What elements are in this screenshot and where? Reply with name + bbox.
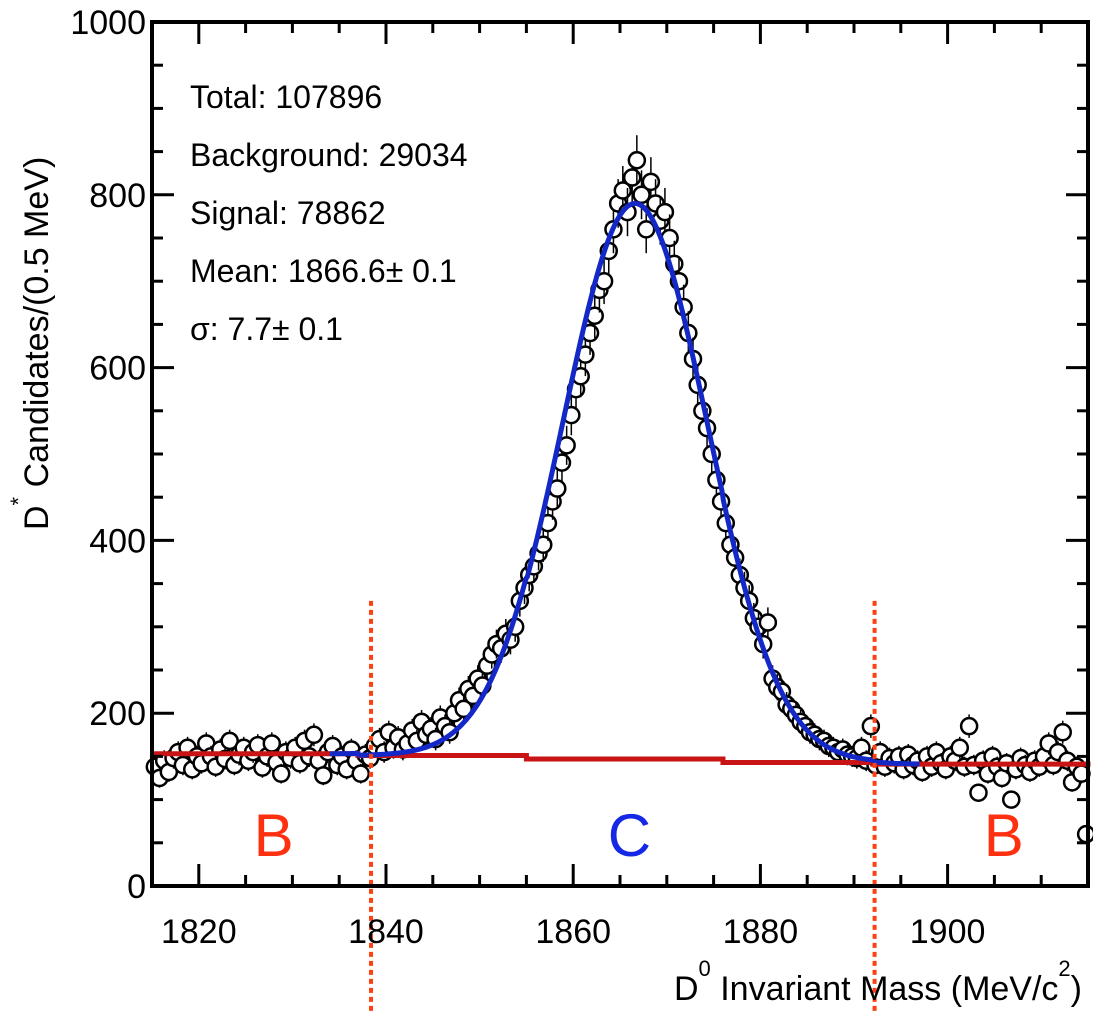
- region-label: B: [254, 802, 294, 869]
- y-axis-title-rest: Candidates/(0.5 MeV): [18, 157, 56, 497]
- x-axis-title: D0 Invariant Mass (MeV/c2): [674, 956, 1082, 1008]
- region-label: C: [608, 802, 651, 869]
- stat-total: Total: 107896: [190, 79, 382, 115]
- stat-background: Background: 29034: [190, 137, 468, 173]
- x-tick-label: 1900: [910, 913, 986, 951]
- x-axis-title-end: ): [1071, 970, 1082, 1008]
- data-point: [950, 738, 970, 758]
- stats-box: Total: 107896 Background: 29034 Signal: …: [190, 79, 468, 347]
- data-point: [304, 725, 324, 745]
- x-tick-label: 1840: [348, 913, 424, 951]
- data-point: [351, 764, 370, 783]
- data-point: [641, 172, 661, 192]
- y-tick-label: 800: [89, 177, 146, 215]
- data-point: [314, 766, 333, 785]
- data-point: [758, 613, 778, 632]
- data-point: [622, 168, 642, 187]
- y-axis-title-main: D: [18, 505, 56, 530]
- data-point: [627, 150, 647, 170]
- data-points-layer: [145, 135, 1093, 844]
- x-axis-title-main: D: [674, 970, 699, 1008]
- stat-signal: Signal: 78862: [190, 195, 386, 231]
- y-axis-title: D* Candidates/(0.5 MeV): [6, 157, 56, 530]
- x-axis-title-rest: Invariant Mass (MeV/c: [711, 970, 1059, 1008]
- y-tick-label: 400: [89, 522, 146, 560]
- data-point: [271, 764, 291, 783]
- data-point: [959, 716, 979, 736]
- stat-mean: Mean: 1866.6± 0.1: [190, 253, 457, 289]
- data-point: [655, 202, 675, 222]
- signal-fit-curve: [329, 200, 920, 767]
- data-point: [1053, 722, 1072, 742]
- data-point: [636, 220, 656, 239]
- x-tick-label: 1820: [161, 913, 237, 951]
- stat-sigma: σ: 7.7± 0.1: [190, 311, 343, 347]
- x-axis-title-sup2: 2: [1058, 956, 1070, 981]
- y-tick-label: 600: [89, 350, 146, 388]
- data-point: [1001, 790, 1021, 809]
- y-tick-label: 1000: [70, 4, 146, 42]
- y-axis-title-sup: *: [6, 496, 31, 505]
- axis-ticks-layer: 1820 1840 1860 1880 1900 0 200 400 600 800 1000: [70, 4, 1090, 951]
- data-point: [1076, 824, 1093, 844]
- data-point: [632, 185, 651, 205]
- x-axis-title-sup: 0: [699, 956, 711, 981]
- x-tick-label: 1860: [535, 913, 611, 951]
- x-tick-label: 1880: [723, 913, 799, 951]
- region-label: B: [984, 802, 1024, 869]
- y-tick-label: 0: [127, 868, 146, 906]
- data-point: [969, 783, 988, 802]
- y-tick-label: 200: [89, 695, 146, 733]
- fit-curves-layer: [152, 200, 1091, 767]
